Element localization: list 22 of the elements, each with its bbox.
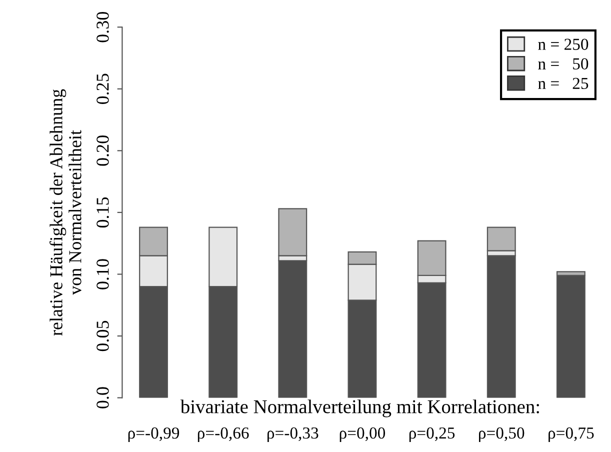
x-axis-title: bivariate Normalverteilung mit Korrelationen: (180, 400, 539, 418)
y-axis-title: relative Häufigkeit der Ablehnung von Normalverteiltheit (50, 89, 82, 336)
y-tick-label: 0.0 (96, 387, 109, 408)
y-tick-label: 0.05 (96, 320, 109, 352)
x-tick-label: ρ=0,75 (548, 427, 594, 442)
x-tick-label: ρ=-0,99 (128, 427, 180, 442)
x-tick-label: ρ=0,50 (479, 427, 524, 442)
bar (278, 260, 308, 398)
x-tick-label: ρ=0,00 (340, 427, 386, 442)
legend-label: n = 50 (538, 58, 588, 70)
x-tick-label: ρ=-0,66 (198, 427, 249, 442)
bar (556, 274, 586, 398)
legend-label: n = 250 (538, 38, 588, 50)
y-tick-label: 0.10 (96, 259, 109, 290)
y-tick-label: 0.20 (96, 136, 109, 166)
y-tick-label: 0.15 (96, 197, 109, 228)
bar (486, 255, 516, 398)
legend-label: n = 25 (538, 78, 588, 90)
y-tick-label: 0.25 (96, 74, 109, 104)
x-tick-label: ρ=0,25 (409, 427, 455, 442)
y-tick-label: 0.30 (96, 12, 109, 42)
x-tick-label: ρ=-0,33 (268, 427, 318, 442)
